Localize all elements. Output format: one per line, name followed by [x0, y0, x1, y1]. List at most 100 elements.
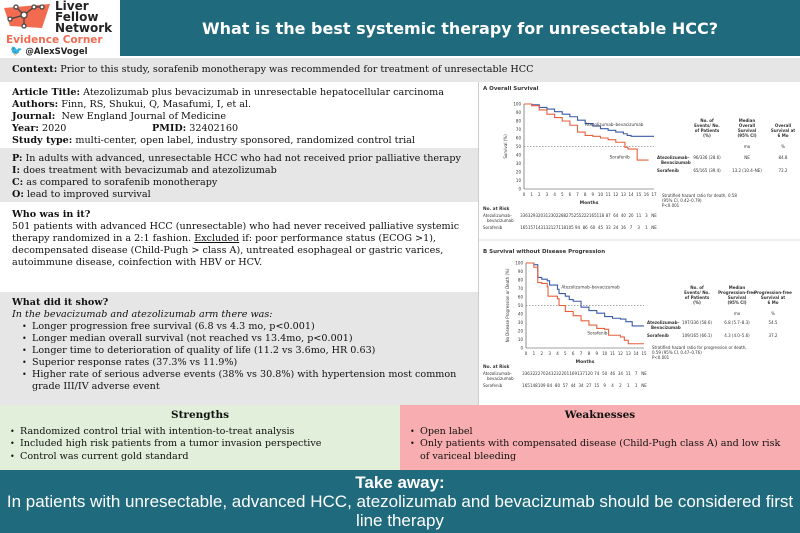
legend-cell: 109/165 (66.1) — [682, 333, 712, 338]
x-tick-label: 11 — [610, 351, 616, 356]
x-tick-label: 0 — [525, 351, 528, 356]
risk-value: 243 — [546, 371, 554, 376]
article-title: Article Title: Atezolizumab plus bevaciz… — [12, 87, 445, 98]
pico-c: C: as compared to sorafenib monotherapy — [12, 177, 218, 188]
legend-unit: % — [771, 311, 775, 316]
result-item: Superior response rates (37.3% vs 11.9%) — [22, 357, 466, 369]
risk-value: 336 — [520, 213, 528, 218]
series-line-sorafenib — [526, 262, 644, 345]
risk-value: 329 — [528, 213, 536, 218]
authors: Authors: Finn, RS, Shukui, Q, Masafumi, … — [12, 99, 252, 110]
risk-value: 84 — [547, 383, 553, 388]
hazard-ratio-note: P<0.001 — [662, 203, 680, 208]
risk-value: 27 — [586, 383, 592, 388]
x-tick-label: 12 — [613, 192, 619, 197]
risk-value: 60 — [590, 225, 596, 230]
legend-cell: 13.2 (10.4–NE) — [732, 168, 762, 173]
legend-header: Progression-free — [718, 290, 756, 295]
legend-header: Survival at — [771, 128, 795, 133]
y-tick-label: 0 — [518, 187, 521, 192]
y-tick-label: 90 — [516, 110, 522, 115]
weakness-item: Open label — [410, 426, 790, 439]
x-tick-label: 9 — [596, 351, 599, 356]
hazard-ratio-note: 0.59 (95% CI, 0.47–0.76) — [652, 350, 702, 355]
risk-value: 1 — [627, 383, 630, 388]
x-tick-label: 14 — [634, 351, 640, 356]
x-axis-label: Months — [580, 200, 599, 206]
result-item: Higher rate of serious adverse events (3… — [22, 369, 466, 393]
pico-i: I: does treatment with bevacizumab and a… — [12, 165, 277, 176]
risk-value: 3 — [645, 213, 648, 218]
y-tick-label: 100 — [515, 261, 523, 266]
legend-row-label: Sorafenib — [647, 333, 669, 338]
x-tick-label: 15 — [641, 351, 647, 356]
risk-value: 109 — [538, 383, 546, 388]
legend-cell: NE — [744, 155, 750, 160]
risk-value: 87 — [606, 213, 612, 218]
legend-header: of Patients — [695, 128, 720, 133]
takeaway-heading: Take away: — [355, 473, 445, 492]
risk-value: 1 — [645, 225, 648, 230]
y-tick-label: 40 — [516, 153, 522, 158]
y-tick-label: 10 — [516, 178, 522, 183]
risk-value: 1 — [635, 383, 638, 388]
y-tick-label: 20 — [516, 170, 522, 175]
risk-value: 232 — [554, 371, 562, 376]
legend-header: Progression-free — [754, 290, 792, 295]
y-tick-label: 50 — [516, 144, 522, 149]
risk-row-label: Atezolizumab– bevacizumab — [483, 213, 514, 223]
legend-cell: 84.8 — [779, 155, 788, 160]
legend-header: (95% CI) — [727, 300, 746, 305]
series-label: Sorafenib — [587, 330, 607, 335]
survival-figure: A Overall Survival 0 10 20 30 40 50 60 70 80 90 100… — [478, 82, 800, 405]
risk-value: 336 — [522, 371, 530, 376]
legend-header: Events/ No. — [694, 123, 720, 128]
series-line-atezolizumab-bevacizumab — [524, 103, 654, 137]
series-label: Atezolizumab–bevacizumab — [585, 122, 644, 127]
y-tick-label: 80 — [518, 278, 524, 283]
risk-value: 11 — [636, 213, 642, 218]
x-axis-label: Months — [576, 359, 595, 365]
x-tick-label: 0 — [523, 192, 526, 197]
x-tick-label: 6 — [569, 192, 572, 197]
legend-header: (%) — [703, 133, 711, 138]
page-title: What is the best systemic therapy for un… — [120, 0, 800, 56]
who-heading: Who was in it? — [12, 209, 91, 220]
risk-value: 44 — [571, 383, 577, 388]
result-item: Longer time to deterioration of quality … — [22, 345, 466, 357]
risk-value: 57 — [563, 383, 569, 388]
brand-name: Liver Fellow Network — [55, 0, 113, 35]
risk-table-label: No. at Risk — [483, 206, 509, 212]
y-tick-label: 30 — [518, 320, 524, 325]
x-tick-label: 5 — [561, 192, 564, 197]
y-tick-label: 30 — [516, 161, 522, 166]
y-tick-label: 0 — [520, 346, 523, 351]
risk-value: 34 — [579, 383, 585, 388]
x-tick-label: 8 — [588, 351, 591, 356]
x-tick-label: 9 — [592, 192, 595, 197]
legend-header: Median — [729, 285, 746, 290]
twitter-handle[interactable]: 🐦 @AlexSVogel — [10, 46, 88, 57]
x-tick-label: 5 — [564, 351, 567, 356]
takeaway-section: Take away: In patients with unresectable… — [0, 470, 800, 533]
y-tick-label: 80 — [516, 119, 522, 124]
risk-value: NE — [641, 383, 647, 388]
y-tick-label: 60 — [516, 136, 522, 141]
result-item: Longer progression free survival (6.8 vs… — [22, 321, 466, 333]
y-tick-label: 100 — [513, 102, 521, 107]
risk-value: 270 — [538, 371, 546, 376]
study-type: Study type: multi-center, open label, in… — [12, 135, 415, 146]
risk-row-label: Sorafenib — [483, 225, 503, 230]
y-tick-label: 50 — [518, 303, 524, 308]
strength-item: Randomized control trial with intention-… — [10, 426, 390, 439]
legend-cell: 54.5 — [769, 320, 778, 325]
x-tick-label: 7 — [576, 192, 579, 197]
risk-value: 7 — [635, 371, 638, 376]
risk-value: 302 — [551, 213, 559, 218]
legend-header: (95% CI) — [737, 133, 756, 138]
y-tick-label: 90 — [518, 269, 524, 274]
evidence-corner-label: Evidence Corner — [6, 34, 103, 46]
risk-value: 255 — [574, 213, 582, 218]
risk-value: 11 — [626, 371, 632, 376]
legend-header: Overall — [739, 123, 756, 128]
